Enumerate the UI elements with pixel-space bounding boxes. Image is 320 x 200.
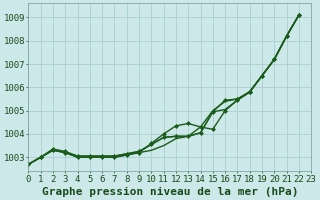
X-axis label: Graphe pression niveau de la mer (hPa): Graphe pression niveau de la mer (hPa) [42,186,298,197]
